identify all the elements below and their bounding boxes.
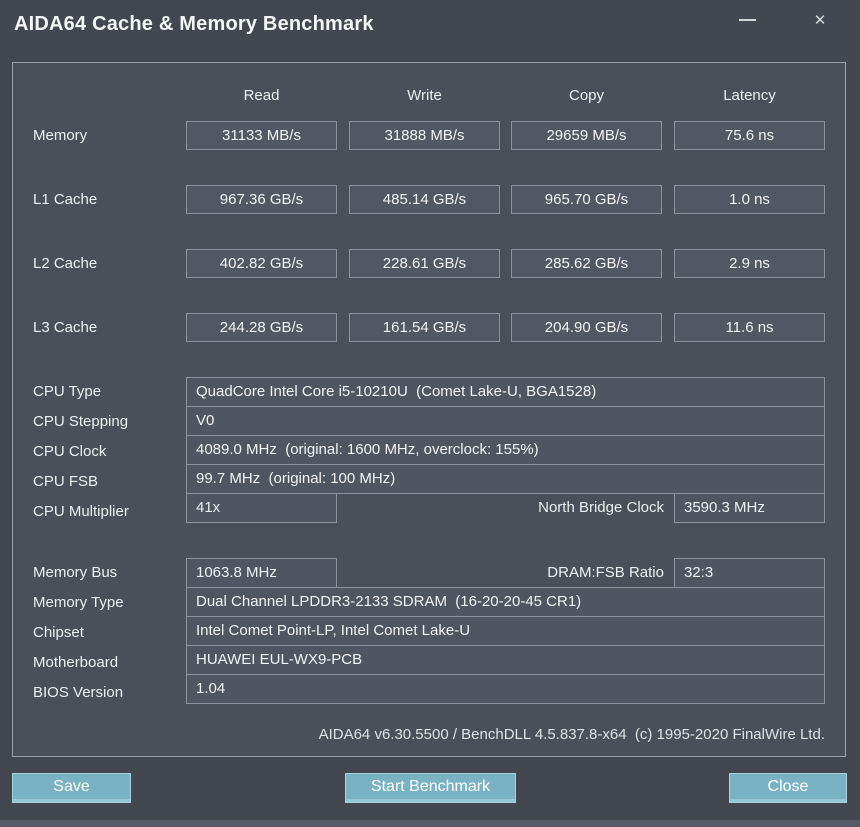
cpu-type-field: QuadCore Intel Core i5-10210U (Comet Lak… bbox=[186, 377, 825, 407]
l3-copy-field: 204.90 GB/s bbox=[511, 313, 662, 342]
row-label-motherboard: Motherboard bbox=[33, 654, 119, 671]
row-label-l3-cache: L3 Cache bbox=[33, 319, 98, 336]
row-label-l2-cache: L2 Cache bbox=[33, 255, 98, 272]
l2-copy-field: 285.62 GB/s bbox=[511, 249, 662, 278]
row-label-memory-type: Memory Type bbox=[33, 594, 124, 611]
north-bridge-clock-label: North Bridge Clock bbox=[538, 499, 664, 516]
row-label-cpu-type: CPU Type bbox=[33, 383, 102, 400]
column-header-latency: Latency bbox=[723, 87, 776, 104]
row-label-bios-version: BIOS Version bbox=[33, 684, 124, 701]
minimize-icon bbox=[738, 19, 756, 21]
l3-read-field: 244.28 GB/s bbox=[186, 313, 337, 342]
benchmark-panel: Read Write Copy Latency Memory 31133 MB/… bbox=[12, 62, 846, 757]
column-header-copy: Copy bbox=[568, 87, 605, 104]
version-text: AIDA64 v6.30.5500 / BenchDLL 4.5.837.8-x… bbox=[318, 726, 825, 743]
north-bridge-clock-field: 3590.3 MHz bbox=[674, 493, 825, 523]
l3-write-field: 161.54 GB/s bbox=[349, 313, 500, 342]
window-title: AIDA64 Cache & Memory Benchmark bbox=[14, 13, 374, 35]
column-header-read: Read bbox=[243, 87, 280, 104]
row-label-chipset: Chipset bbox=[33, 624, 84, 641]
l2-read-field: 402.82 GB/s bbox=[186, 249, 337, 278]
memory-read-field: 31133 MB/s bbox=[186, 121, 337, 150]
row-label-cpu-multiplier: CPU Multiplier bbox=[33, 503, 129, 520]
l3-latency-field: 11.6 ns bbox=[674, 313, 825, 342]
l2-latency-field: 2.9 ns bbox=[674, 249, 825, 278]
cpu-multiplier-field: 41x bbox=[186, 493, 337, 523]
l1-write-field: 485.14 GB/s bbox=[349, 185, 500, 214]
save-button[interactable]: Save bbox=[12, 773, 131, 803]
dram-fsb-ratio-label: DRAM:FSB Ratio bbox=[547, 564, 664, 581]
memory-bus-row: 1063.8 MHz DRAM:FSB Ratio 32:3 bbox=[186, 558, 825, 588]
l2-write-field: 228.61 GB/s bbox=[349, 249, 500, 278]
system-info-group: 1063.8 MHz DRAM:FSB Ratio 32:3 Dual Chan… bbox=[186, 558, 825, 704]
close-icon: ✕ bbox=[813, 11, 827, 29]
memory-latency-field: 75.6 ns bbox=[674, 121, 825, 150]
cpu-fsb-field: 99.7 MHz (original: 100 MHz) bbox=[186, 464, 825, 494]
memory-bus-field: 1063.8 MHz bbox=[186, 558, 337, 588]
row-label-cpu-stepping: CPU Stepping bbox=[33, 413, 129, 430]
l1-latency-field: 1.0 ns bbox=[674, 185, 825, 214]
column-header-write: Write bbox=[407, 87, 442, 104]
close-button[interactable]: ✕ bbox=[803, 6, 837, 34]
row-label-l1-cache: L1 Cache bbox=[33, 191, 98, 208]
cpu-stepping-field: V0 bbox=[186, 406, 825, 436]
close-dialog-button[interactable]: Close bbox=[729, 773, 847, 803]
dram-fsb-ratio-field: 32:3 bbox=[674, 558, 825, 588]
l1-read-field: 967.36 GB/s bbox=[186, 185, 337, 214]
start-benchmark-button[interactable]: Start Benchmark bbox=[345, 773, 516, 803]
chipset-field: Intel Comet Point-LP, Intel Comet Lake-U bbox=[186, 616, 825, 646]
memory-type-field: Dual Channel LPDDR3-2133 SDRAM (16-20-20… bbox=[186, 587, 825, 617]
cpu-multiplier-row: 41x North Bridge Clock 3590.3 MHz bbox=[186, 493, 825, 523]
memory-write-field: 31888 MB/s bbox=[349, 121, 500, 150]
bios-version-field: 1.04 bbox=[186, 674, 825, 704]
window-bottom-edge bbox=[0, 820, 860, 827]
l1-copy-field: 965.70 GB/s bbox=[511, 185, 662, 214]
row-label-cpu-fsb: CPU FSB bbox=[33, 473, 99, 490]
row-label-memory: Memory bbox=[33, 127, 88, 144]
cpu-clock-field: 4089.0 MHz (original: 1600 MHz, overcloc… bbox=[186, 435, 825, 465]
row-label-cpu-clock: CPU Clock bbox=[33, 443, 107, 460]
memory-copy-field: 29659 MB/s bbox=[511, 121, 662, 150]
row-label-memory-bus: Memory Bus bbox=[33, 564, 118, 581]
cpu-info-group: QuadCore Intel Core i5-10210U (Comet Lak… bbox=[186, 377, 825, 523]
motherboard-field: HUAWEI EUL-WX9-PCB bbox=[186, 645, 825, 675]
minimize-button[interactable] bbox=[730, 6, 764, 34]
